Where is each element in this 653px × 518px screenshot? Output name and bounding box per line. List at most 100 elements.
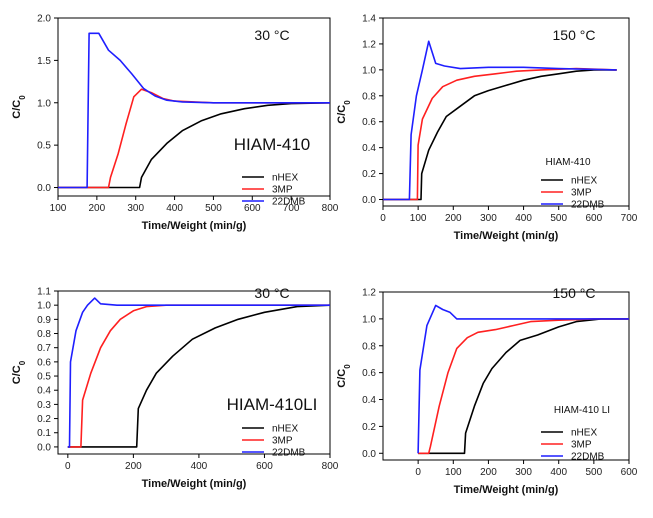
plot-frame xyxy=(57,290,331,455)
x-tick-label: 500 xyxy=(586,467,603,478)
x-axis-label: Time/Weight (min/g) xyxy=(142,478,247,490)
x-tick-label: 400 xyxy=(191,461,208,472)
legend-label-3mp: 3MP xyxy=(272,436,293,447)
series-line-nhex xyxy=(418,318,629,455)
x-tick-label: 600 xyxy=(621,467,638,478)
x-tick-label: 500 xyxy=(550,213,567,224)
y-tick-label: 1.5 xyxy=(37,56,51,67)
legend-label-22dmb: 22DMB xyxy=(571,452,605,463)
temperature-label: 30 °C xyxy=(254,27,289,43)
x-axis-label: Time/Weight (min/g) xyxy=(454,230,559,242)
y-axis-label: C/C0 xyxy=(11,360,27,384)
y-tick-label: 0.0 xyxy=(37,183,51,194)
series-line-22dmb xyxy=(67,297,330,448)
x-tick-label: 0 xyxy=(65,461,71,472)
legend-label-22dmb: 22DMB xyxy=(272,197,306,208)
y-tick-label: 1.0 xyxy=(37,98,51,109)
x-axis-label: Time/Weight (min/g) xyxy=(454,484,559,496)
x-tick-label: 300 xyxy=(127,203,144,214)
legend-label-3mp: 3MP xyxy=(571,440,592,451)
chart-panel-bottom-left: 0 200 400 600 800 0.0 0.1 0.2 0.3 0.4 0.5 0.6 0.7 0.8… xyxy=(11,285,339,490)
x-tick-label: 100 xyxy=(410,213,427,224)
y-axis-label: C/C0 xyxy=(336,100,352,124)
x-tick-label: 700 xyxy=(621,213,638,224)
y-tick-label: 0.4 xyxy=(362,143,376,154)
series-line-nhex xyxy=(58,102,331,189)
series-line-22dmb xyxy=(58,32,330,189)
x-tick-label: 600 xyxy=(244,203,261,214)
series-line-22dmb xyxy=(417,304,629,454)
y-tick-label: 0.6 xyxy=(37,357,51,368)
y-tick-label: 0.0 xyxy=(37,442,51,453)
y-tick-label: 1.0 xyxy=(362,314,376,325)
series-line-3mp xyxy=(383,67,617,201)
x-tick-label: 700 xyxy=(283,203,300,214)
legend-label-3mp: 3MP xyxy=(272,185,293,196)
x-tick-label: 300 xyxy=(515,467,532,478)
chart-panel-top-right: 0 100 200 300 400 500 600 700 0.0 0.2 0.4 0.6 0.8 1.0… xyxy=(336,14,638,243)
x-tick-label: 0 xyxy=(380,213,386,224)
y-tick-label: 1.1 xyxy=(37,287,51,298)
material-label: HIAM-410 xyxy=(545,157,590,168)
y-tick-label: 0.0 xyxy=(362,195,376,206)
x-tick-label: 100 xyxy=(50,203,67,214)
y-axis-label: C/C0 xyxy=(11,95,27,119)
series-line-3mp xyxy=(67,304,330,448)
material-label: HIAM-410 LI xyxy=(554,405,610,416)
series-line-nhex xyxy=(383,69,617,201)
legend-label-nhex: nHEX xyxy=(272,173,298,184)
temperature-label: 30 °C xyxy=(254,285,289,301)
x-tick-label: 200 xyxy=(89,203,106,214)
legend-label-nhex: nHEX xyxy=(272,424,298,435)
temperature-label: 150 °C xyxy=(553,27,596,43)
y-tick-label: 0.5 xyxy=(37,372,51,383)
y-tick-label: 1.2 xyxy=(362,288,376,299)
y-tick-label: 0.8 xyxy=(37,329,51,340)
y-tick-label: 0.4 xyxy=(362,395,376,406)
x-tick-label: 800 xyxy=(322,203,339,214)
x-axis-label: Time/Weight (min/g) xyxy=(142,220,247,232)
y-tick-label: 1.4 xyxy=(362,14,376,25)
temperature-label: 150 °C xyxy=(553,285,596,301)
legend-label-nhex: nHEX xyxy=(571,428,597,439)
y-tick-label: 1.2 xyxy=(362,39,376,50)
y-tick-label: 0.6 xyxy=(362,117,376,128)
material-label: HIAM-410 xyxy=(234,135,311,154)
chart-panel-top-left: 100 200 300 400 500 600 700 800 0.0 0.5 1.0 1.5 2.0 T… xyxy=(11,14,339,233)
plot-frame xyxy=(382,17,630,207)
material-label: HIAM-410LI xyxy=(227,395,318,414)
legend-label-3mp: 3MP xyxy=(571,188,592,199)
x-tick-label: 400 xyxy=(166,203,183,214)
x-tick-label: 300 xyxy=(480,213,497,224)
y-tick-label: 0.0 xyxy=(362,449,376,460)
y-tick-label: 0.8 xyxy=(362,341,376,352)
y-tick-label: 0.5 xyxy=(37,141,51,152)
series-line-3mp xyxy=(418,318,629,455)
x-tick-label: 0 xyxy=(415,467,421,478)
y-tick-label: 0.2 xyxy=(37,414,51,425)
plot-frame xyxy=(57,17,331,197)
x-tick-label: 200 xyxy=(445,213,462,224)
legend-label-nhex: nHEX xyxy=(571,176,597,187)
x-tick-label: 600 xyxy=(586,213,603,224)
series-line-nhex xyxy=(67,304,331,448)
x-tick-label: 200 xyxy=(125,461,142,472)
y-axis-label: C/C0 xyxy=(336,364,352,388)
series-line-22dmb xyxy=(383,40,617,201)
y-tick-label: 0.8 xyxy=(362,91,376,102)
y-tick-label: 0.4 xyxy=(37,386,51,397)
y-tick-label: 0.2 xyxy=(362,169,376,180)
x-tick-label: 600 xyxy=(256,461,273,472)
plot-frame xyxy=(382,291,630,461)
y-tick-label: 1.0 xyxy=(37,301,51,312)
chart-panel-bottom-right: 0 100 200 300 400 500 600 0.0 0.2 0.4 0.6 0.8 1.0 1.2… xyxy=(336,285,638,496)
y-tick-label: 0.1 xyxy=(37,428,51,439)
legend-label-22dmb: 22DMB xyxy=(272,448,306,459)
x-tick-label: 800 xyxy=(322,461,339,472)
legend-label-22dmb: 22DMB xyxy=(571,200,605,211)
y-tick-label: 0.2 xyxy=(362,422,376,433)
y-tick-label: 0.3 xyxy=(37,400,51,411)
x-tick-label: 400 xyxy=(515,213,532,224)
x-tick-label: 100 xyxy=(445,467,462,478)
